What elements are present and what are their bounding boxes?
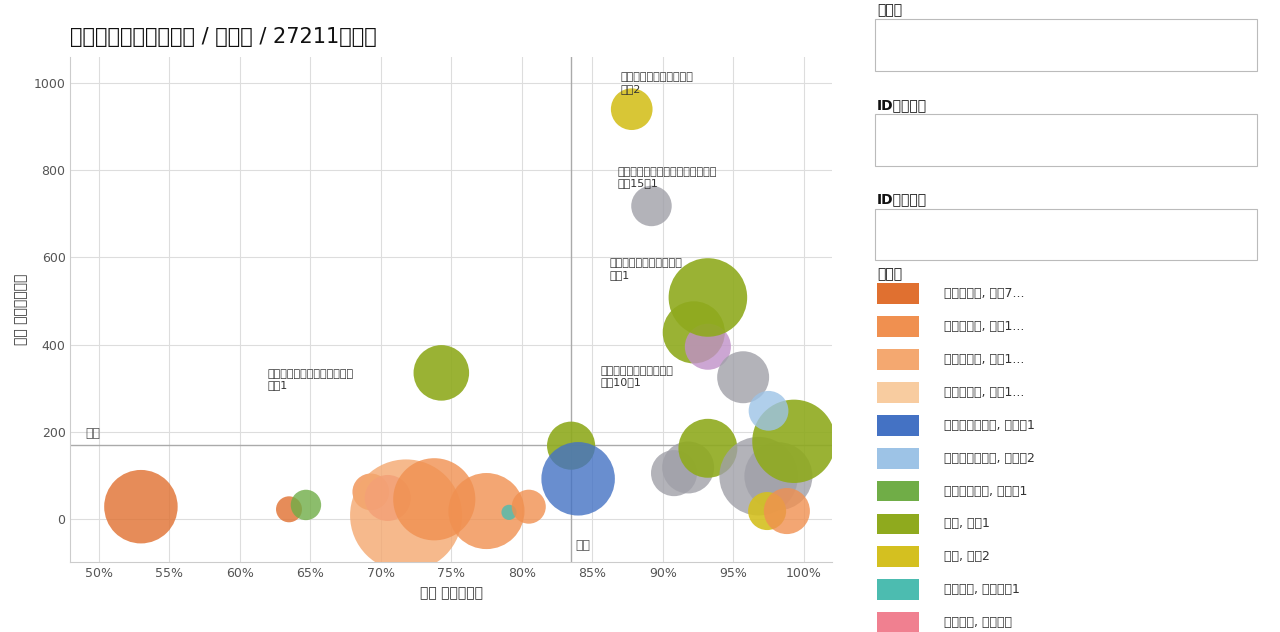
Text: 急性期一般, 一般1...: 急性期一般, 一般1... bbox=[945, 353, 1024, 366]
Bar bbox=[877, 546, 919, 568]
Point bbox=[561, 441, 581, 451]
Point bbox=[768, 471, 788, 481]
Text: 緩和ケア, 緩和ケア: 緩和ケア, 緩和ケア bbox=[945, 616, 1012, 629]
Point bbox=[279, 504, 300, 514]
Point bbox=[378, 493, 398, 503]
Text: 地域包括ケア, 地ケア1: 地域包括ケア, 地ケア1 bbox=[945, 485, 1028, 497]
Text: 回復期リハビリ, 回リハ1: 回復期リハビリ, 回リハ1 bbox=[945, 419, 1036, 432]
Text: 急性期一般, 一般7...: 急性期一般, 一般7... bbox=[945, 288, 1024, 300]
Bar bbox=[877, 349, 919, 370]
Point bbox=[431, 368, 452, 378]
Text: 入院料: 入院料 bbox=[877, 3, 902, 17]
Point bbox=[424, 494, 444, 504]
Bar bbox=[877, 513, 919, 534]
FancyBboxPatch shape bbox=[874, 114, 1257, 166]
Text: 医療法人恒昭会藍野病院
療養1: 医療法人恒昭会藍野病院 療養1 bbox=[609, 258, 682, 280]
Text: 急性期一般, 一般1...: 急性期一般, 一般1... bbox=[945, 386, 1024, 399]
Point bbox=[296, 500, 316, 510]
Text: ハイケア, ハイケア1: ハイケア, ハイケア1 bbox=[945, 583, 1020, 596]
Text: 療養, 療養1: 療養, 療養1 bbox=[945, 518, 989, 530]
Point bbox=[641, 201, 662, 211]
Text: ▼: ▼ bbox=[1234, 40, 1242, 50]
Point bbox=[756, 506, 777, 516]
Bar bbox=[877, 579, 919, 600]
Point bbox=[777, 506, 797, 516]
Text: 医療法人恒昭会藍野病院
療養2: 医療法人恒昭会藍野病院 療養2 bbox=[621, 72, 694, 94]
Bar bbox=[877, 480, 919, 502]
Text: 27211茨木市: 27211茨木市 bbox=[902, 228, 972, 241]
Point bbox=[499, 507, 520, 518]
X-axis label: 平均 病床利用率: 平均 病床利用率 bbox=[420, 586, 483, 600]
Text: 病院ポジションマップ / すべて / 27211茨木市: 病院ポジションマップ / すべて / 27211茨木市 bbox=[70, 27, 378, 47]
Bar bbox=[877, 316, 919, 337]
Bar bbox=[877, 283, 919, 304]
Text: （すべて）: （すべて） bbox=[902, 38, 945, 52]
Point bbox=[684, 327, 704, 337]
Text: 27大阪府: 27大阪府 bbox=[902, 133, 945, 147]
Text: 医療法人博愛会博愛茨木病院
療養1: 医療法人博愛会博愛茨木病院 療養1 bbox=[268, 368, 355, 391]
Point bbox=[749, 471, 769, 481]
Text: 療養, 療養2: 療養, 療養2 bbox=[945, 550, 989, 563]
Point bbox=[733, 372, 754, 382]
Point bbox=[622, 104, 643, 114]
Point bbox=[783, 436, 804, 446]
Text: ▼: ▼ bbox=[1234, 229, 1242, 240]
Point bbox=[758, 406, 778, 416]
Text: ▼: ▼ bbox=[1234, 135, 1242, 145]
Bar bbox=[877, 612, 919, 632]
Point bbox=[518, 502, 539, 512]
Text: ID市区町村: ID市区町村 bbox=[877, 193, 927, 207]
Text: ID都道府県: ID都道府県 bbox=[877, 98, 927, 112]
Point bbox=[396, 511, 416, 521]
Text: 医療法人恒昭会藍野病院
障害10対1: 医療法人恒昭会藍野病院 障害10対1 bbox=[600, 366, 673, 387]
Point bbox=[698, 342, 718, 352]
Text: 平均: 平均 bbox=[86, 427, 100, 440]
Point bbox=[678, 463, 699, 473]
Point bbox=[698, 443, 718, 453]
Point bbox=[131, 502, 151, 512]
Y-axis label: 平均 平均在院日数: 平均 平均在院日数 bbox=[14, 274, 28, 345]
Text: 入院料: 入院料 bbox=[877, 267, 902, 281]
Text: 急性期一般, 一般1...: 急性期一般, 一般1... bbox=[945, 320, 1024, 333]
Bar bbox=[877, 382, 919, 403]
Point bbox=[664, 468, 685, 478]
Text: 医療法人朋愛会サンタマリア病院
障害15対1: 医療法人朋愛会サンタマリア病院 障害15対1 bbox=[618, 167, 717, 188]
Text: 回復期リハビリ, 回リハ2: 回復期リハビリ, 回リハ2 bbox=[945, 452, 1036, 465]
Point bbox=[698, 293, 718, 303]
Bar bbox=[877, 447, 919, 469]
Text: 平均: 平均 bbox=[575, 538, 590, 552]
FancyBboxPatch shape bbox=[874, 19, 1257, 71]
Point bbox=[476, 506, 497, 516]
Bar bbox=[877, 415, 919, 436]
Point bbox=[568, 474, 589, 484]
Point bbox=[361, 487, 381, 497]
FancyBboxPatch shape bbox=[874, 209, 1257, 260]
